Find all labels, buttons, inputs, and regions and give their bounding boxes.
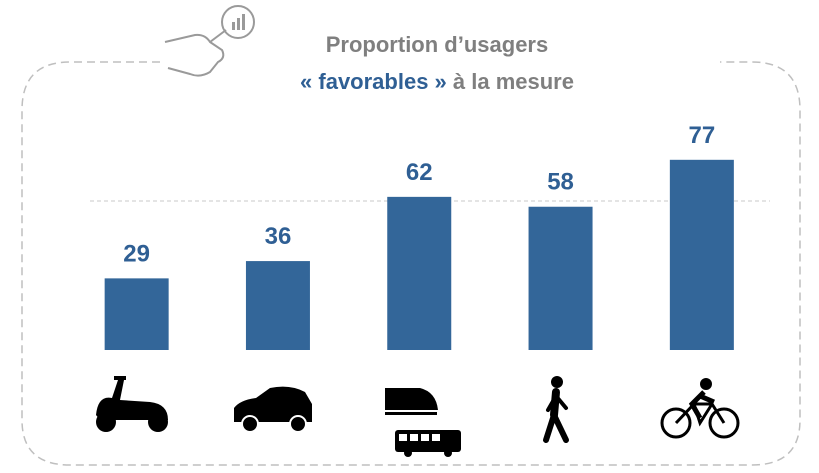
- title-line: à la mesure: [447, 69, 574, 94]
- car-icon: [234, 386, 312, 433]
- magnifier-icon: [164, 5, 255, 77]
- bar: [387, 196, 452, 350]
- bar: [104, 278, 169, 350]
- bicycle-icon: [660, 378, 740, 439]
- chart-title: « favorables » à la mesure: [300, 69, 574, 94]
- chart-title: Proportion d’usagers: [326, 32, 548, 57]
- bar: [245, 261, 310, 350]
- value-label: 36: [265, 223, 292, 250]
- value-label: 77: [688, 122, 715, 149]
- train-bus-icon: [385, 388, 461, 457]
- bar: [669, 159, 734, 350]
- bar: [528, 206, 593, 350]
- value-label: 58: [547, 169, 574, 196]
- title-line: Proportion d’usagers: [326, 32, 548, 57]
- pedestrian-icon: [543, 376, 569, 443]
- scooter-icon: [96, 376, 168, 432]
- value-label: 62: [406, 159, 433, 186]
- title-highlight: « favorables »: [300, 69, 447, 94]
- value-label: 29: [123, 240, 150, 267]
